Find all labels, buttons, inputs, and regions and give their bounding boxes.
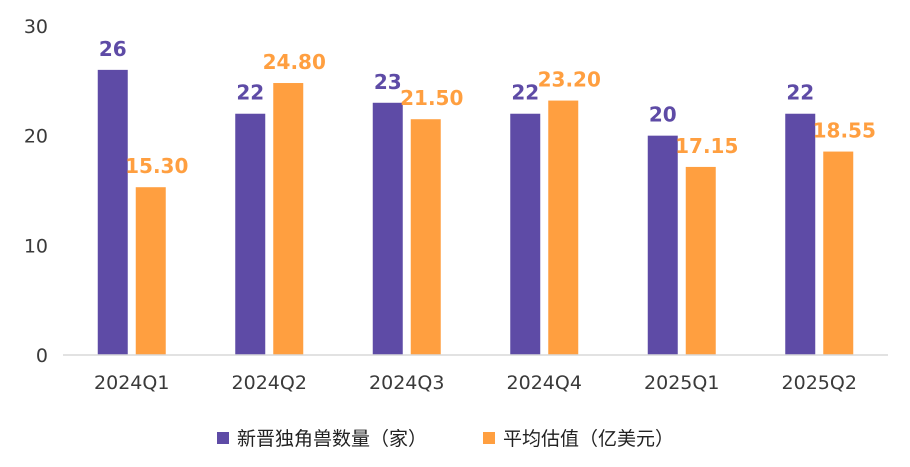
- legend-label: 新晋独角兽数量（家）: [237, 428, 427, 450]
- bar-valuation-2024Q3: [410, 119, 441, 355]
- data-label-count-2024Q3: 23: [374, 70, 402, 94]
- bar-count-2024Q1: [97, 69, 128, 355]
- legend: 新晋独角兽数量（家） 平均估值（亿美元）: [217, 428, 674, 450]
- data-label-valuation-2025Q2: 18.55: [813, 119, 876, 143]
- data-label-count-2024Q4: 22: [511, 81, 539, 105]
- bar-valuation-2025Q1: [685, 166, 716, 355]
- data-label-valuation-2024Q4: 23.20: [538, 68, 601, 92]
- bar-valuation-2025Q2: [823, 151, 854, 355]
- data-label-count-2025Q2: 22: [786, 81, 814, 105]
- bar-valuation-2024Q1: [135, 187, 166, 355]
- bar-count-2025Q2: [785, 113, 816, 355]
- x-tick-label: 2024Q3: [369, 372, 444, 394]
- data-label-valuation-2024Q3: 21.50: [400, 86, 463, 110]
- x-tick-label: 2025Q1: [644, 372, 719, 394]
- data-label-count-2025Q1: 20: [649, 103, 677, 127]
- data-label-count-2024Q2: 22: [236, 81, 264, 105]
- y-tick-label: 20: [24, 126, 48, 148]
- data-label-valuation-2024Q1: 15.30: [125, 154, 188, 178]
- x-tick-label: 2025Q2: [782, 372, 857, 394]
- x-tick-label: 2024Q2: [232, 372, 307, 394]
- y-axis-ticks: 0 10 20 30: [24, 16, 48, 367]
- x-tick-label: 2024Q1: [94, 372, 169, 394]
- x-axis-labels: 2024Q1 2024Q2 2024Q3 2024Q4 2025Q1 2025Q2: [94, 372, 857, 394]
- data-label-count-2024Q1: 26: [99, 37, 127, 61]
- bar-valuation-2024Q4: [548, 100, 579, 355]
- y-tick-label: 0: [36, 345, 48, 367]
- x-tick-label: 2024Q4: [507, 372, 582, 394]
- data-label-valuation-2024Q2: 24.80: [263, 50, 326, 74]
- legend-swatch: [483, 432, 495, 444]
- bar-count-2024Q3: [372, 102, 403, 356]
- bars-group: [97, 69, 854, 356]
- y-tick-label: 30: [24, 16, 48, 38]
- legend-swatch: [217, 432, 229, 444]
- bar-count-2025Q1: [647, 135, 678, 355]
- y-tick-label: 10: [24, 235, 48, 257]
- data-label-valuation-2025Q1: 17.15: [675, 134, 738, 158]
- legend-label: 平均估值（亿美元）: [503, 428, 674, 450]
- bar-count-2024Q2: [235, 113, 266, 355]
- bar-valuation-2024Q2: [273, 83, 304, 355]
- bar-count-2024Q4: [510, 113, 541, 355]
